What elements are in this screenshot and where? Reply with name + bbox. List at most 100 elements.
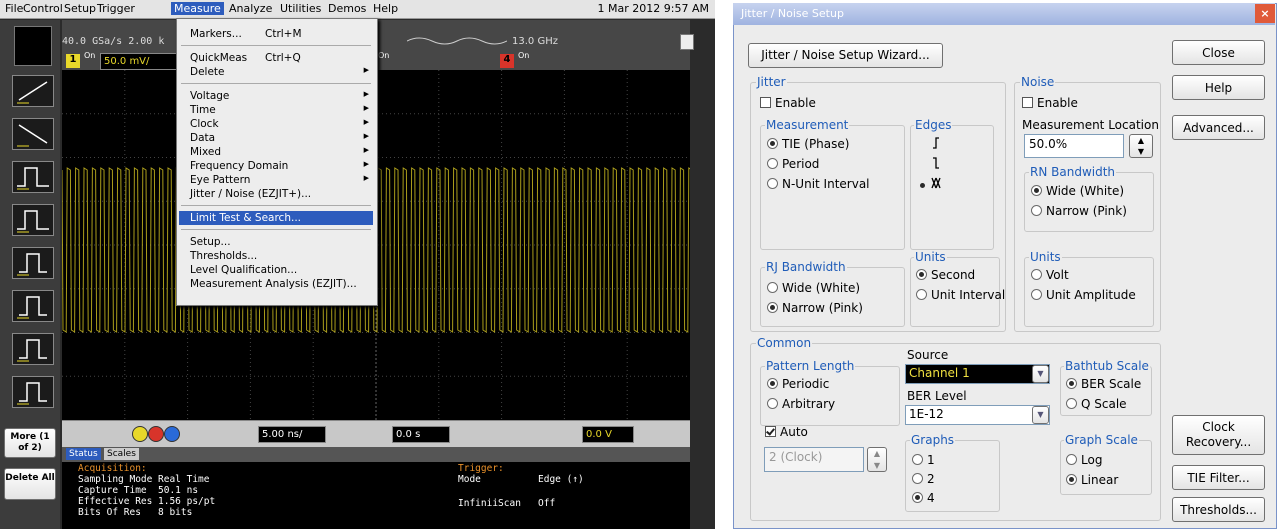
radio-option[interactable]: N-Unit Interval [767,177,870,191]
menu-item[interactable]: Demos [328,2,367,15]
radio-option[interactable]: Unit Interval [916,288,1005,302]
menu-item[interactable]: Setup [64,2,97,15]
radio-option[interactable]: Second [916,268,975,282]
menu-row[interactable]: Time ▶ [179,103,373,117]
menu-row[interactable]: Delete ▶ [179,65,373,79]
close-x[interactable]: × [1255,4,1275,23]
radio-option[interactable]: Log [1066,453,1102,467]
menu-label: Delete [190,66,225,78]
radio-option[interactable]: Q Scale [1066,397,1127,411]
menu-row[interactable]: Mixed ▶ [179,145,373,159]
menu-shortcut: Ctrl+M [265,28,302,40]
radio-option[interactable]: Wide (White) [1031,184,1124,198]
dialog-button[interactable]: Advanced... [1172,115,1265,140]
minimize-button[interactable] [680,34,694,50]
icon [17,81,48,104]
dialog-button[interactable]: Close [1172,40,1265,65]
submenu-arrow: ▶ [363,118,369,126]
status-value: Real Time [158,474,210,485]
icon [17,210,49,233]
menu-item[interactable]: File [5,2,24,15]
toolbar: 5.00 ns/ 0.0 s 0.0 V [62,420,690,447]
menu-item[interactable]: Analyze [229,2,273,15]
radio-option[interactable]: Periodic [767,377,829,391]
measure-icon[interactable] [12,161,54,193]
edge-option[interactable] [918,137,943,152]
menu-row[interactable]: Measurement Analysis (EZJIT)... [179,277,373,291]
group-label: Units [1029,250,1062,264]
checkbox[interactable]: Enable [1022,96,1078,110]
radio [912,454,923,465]
menu-item[interactable]: Measure [171,2,224,15]
ber-dropdown[interactable]: 1E-12 [905,405,1050,425]
radio-option[interactable]: TIE (Phase) [767,137,849,151]
measure-icon[interactable] [12,75,54,107]
spinner[interactable]: ▲ ▼ [1129,134,1153,158]
group-label: Noise [1020,75,1056,89]
menu-row[interactable]: Level Qualification... [179,263,373,277]
dialog-button[interactable]: TIE Filter... [1172,465,1265,490]
menu-item[interactable]: Control [23,2,63,15]
menu-item[interactable]: Utilities [280,2,322,15]
measure-icon[interactable] [12,333,54,365]
rn-group [1024,172,1154,232]
wizard-button[interactable]: Jitter / Noise Setup Wizard... [748,43,943,68]
ch-dot [148,426,164,442]
tab-strip: Status Scales [62,447,690,462]
menu-row[interactable]: Data ▶ [179,131,373,145]
status-heading: Trigger: [458,463,504,474]
group-label: Common [756,336,813,350]
menu-row[interactable]: Eye Pattern ▶ [179,173,373,187]
measure-icon[interactable] [12,376,54,408]
radio-label: Unit Interval [931,288,1006,302]
measure-icon[interactable] [12,204,54,236]
radio-option[interactable]: 2 [912,472,935,486]
icon [17,382,47,405]
menu-row[interactable]: Clock ▶ [179,117,373,131]
radio-option[interactable]: 4 [912,491,935,505]
radio-option[interactable]: Period [767,157,819,171]
radio-option[interactable]: Arbitrary [767,397,835,411]
radio-option[interactable]: Narrow (Pink) [1031,204,1127,218]
menu-row[interactable]: Setup... [179,235,373,249]
menu-row[interactable]: Frequency Domain ▶ [179,159,373,173]
tab[interactable]: Status [66,448,101,460]
menu-item[interactable]: Trigger [97,2,135,15]
radio-option[interactable]: 1 [912,453,935,467]
radio-option[interactable]: Wide (White) [767,281,860,295]
checkbox[interactable]: Auto [765,425,808,439]
edge-option[interactable] [918,157,943,172]
edge-option[interactable] [918,177,943,192]
checkbox[interactable]: Enable [760,96,816,110]
radio-option[interactable]: Volt [1031,268,1069,282]
dialog-button[interactable]: Thresholds... [1172,497,1265,522]
tab[interactable]: Scales [104,448,139,460]
menu-row[interactable]: Thresholds... [179,249,373,263]
radio-option[interactable]: BER Scale [1066,377,1141,391]
menu-label: Setup... [190,236,231,248]
location-input[interactable]: 50.0% [1024,134,1124,158]
menu-row[interactable]: Jitter / Noise (EZJIT+)... [179,187,373,201]
measure-icon[interactable] [12,247,54,279]
menu-row[interactable]: Limit Test & Search... [179,211,373,225]
menu-row[interactable]: Markers... Ctrl+M [179,27,373,41]
menu-row[interactable]: Voltage ▶ [179,89,373,103]
source-dropdown[interactable]: Channel 1 [905,364,1050,384]
menu-row[interactable]: QuickMeas Ctrl+Q [179,51,373,65]
dialog-button[interactable]: Help [1172,75,1265,100]
more-button[interactable]: More (1 of 2) [4,428,56,458]
units-group [910,257,1000,327]
radio-label: Narrow (Pink) [1046,204,1127,218]
radio-option[interactable]: Linear [1066,473,1118,487]
radio-option[interactable]: Unit Amplitude [1031,288,1136,302]
dialog-button[interactable]: Clock Recovery... [1172,415,1265,455]
radio-option[interactable]: Narrow (Pink) [767,301,863,315]
measure-icon[interactable] [12,290,54,322]
radio-label: 1 [927,453,935,467]
menu-item[interactable]: Help [373,2,399,15]
measure-icon[interactable] [12,118,54,150]
icon [17,339,47,362]
icon [17,296,47,319]
ch1-badge: 1 [66,54,80,68]
delete-all-button[interactable]: Delete All [4,468,56,500]
